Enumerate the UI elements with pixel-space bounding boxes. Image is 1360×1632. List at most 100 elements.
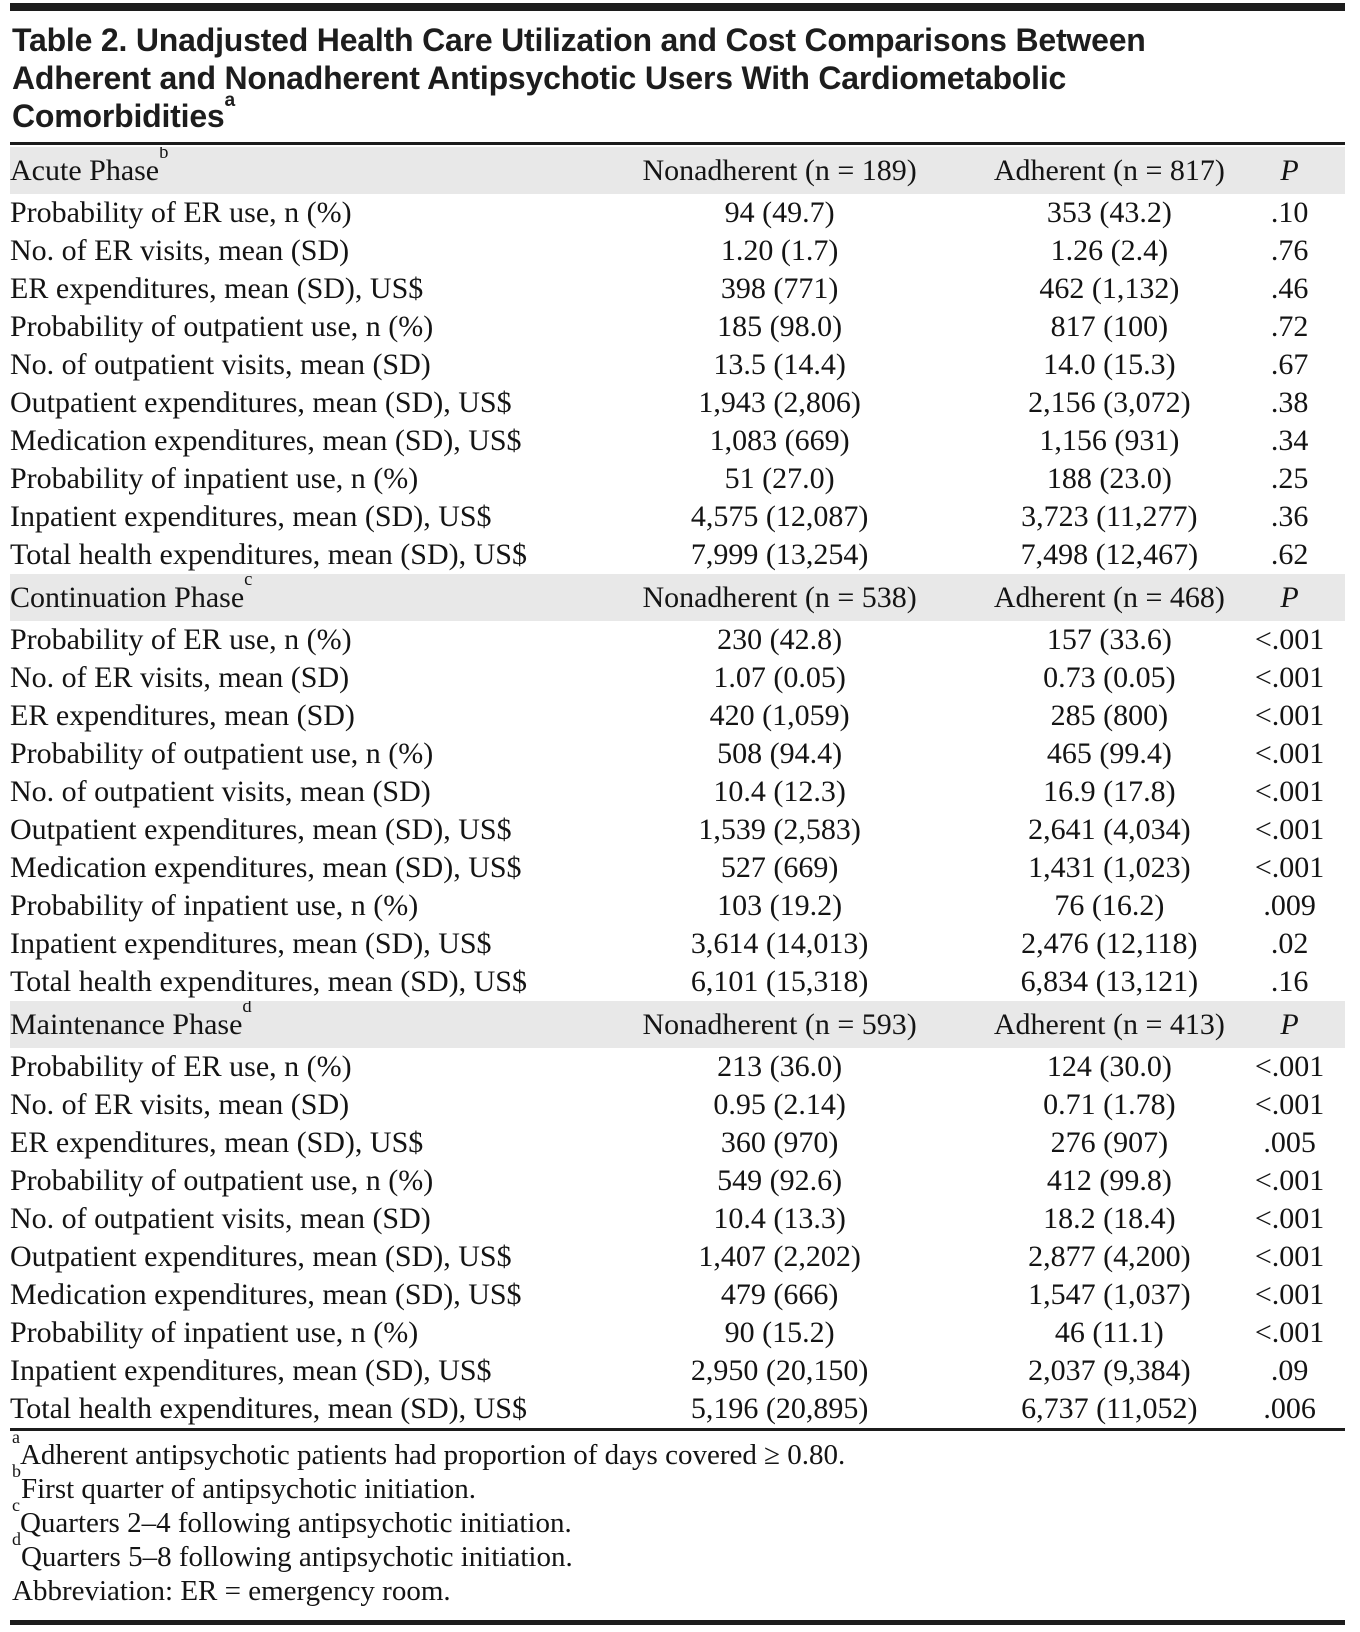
p-value: .006 [1263,1392,1316,1425]
table-row: ER expenditures, mean (SD), US$ 360 (970)… [10,1124,1345,1162]
table-row: Outpatient expenditures, mean (SD), US$ 1… [10,1238,1345,1276]
adherent-value: 1.26 (2.4) [1050,234,1169,267]
nonadherent-value: 1,083 (669) [709,424,850,457]
nonadherent-value: 549 (92.6) [717,1164,843,1197]
nonadherent-value: 0.95 (2.14) [713,1088,846,1121]
footnote: Abbreviation: ER = emergency room. [12,1574,1345,1608]
footnote: bFirst quarter of antipsychotic initiati… [12,1462,1345,1506]
p-value: <.001 [1254,1164,1325,1197]
footnote-text: Quarters 2–4 following antipsychotic ini… [19,1507,572,1539]
row-label: Probability of inpatient use, n (%) [10,889,419,922]
adherent-value: 14.0 (15.3) [1043,348,1176,381]
p-value: .10 [1270,196,1309,229]
nonadherent-value: 230 (42.8) [717,623,843,656]
row-label: Probability of outpatient use, n (%) [10,1164,434,1197]
section-superscript: d [242,1001,252,1018]
table-row: No. of ER visits, mean (SD) 0.95 (2.14) 0.… [10,1086,1345,1124]
table-row: Probability of ER use, n (%) 94 (49.7) 353… [10,194,1345,232]
table-row: Probability of ER use, n (%) 230 (42.8) 15… [10,621,1345,659]
nonadherent-value: 185 (98.0) [717,310,843,343]
section-name: Continuation Phase [10,580,245,614]
nonadherent-value: 213 (36.0) [717,1050,843,1083]
row-label: Probability of ER use, n (%) [10,623,352,656]
row-label: Inpatient expenditures, mean (SD), US$ [10,1354,492,1387]
table-row: ER expenditures, mean (SD), US$ 398 (771)… [10,270,1345,308]
p-value: <.001 [1254,1240,1325,1273]
row-label: Medication expenditures, mean (SD), US$ [10,424,522,457]
p-value: .09 [1270,1354,1309,1387]
section-superscript: b [159,147,169,164]
table-row: Probability of inpatient use, n (%) 103 (… [10,887,1345,925]
p-value: .72 [1270,310,1309,343]
p-value: <.001 [1254,1316,1325,1349]
p-value: .76 [1270,234,1309,267]
adherent-value: 2,476 (12,118) [1021,927,1198,960]
section-title: Acute Phaseb [10,147,575,194]
title-line-3-text: Comorbidities [12,98,225,134]
nonadherent-value: 103 (19.2) [717,889,843,922]
p-value: .005 [1263,1126,1316,1159]
row-label: Probability of outpatient use, n (%) [10,737,434,770]
column-header-adherent: Adherent (n = 468) [984,574,1235,621]
row-label: Probability of inpatient use, n (%) [10,1316,419,1349]
table-row: Probability of inpatient use, n (%) 90 (1… [10,1314,1345,1352]
section-header-row: Continuation Phasec Nonadherent (n = 538)… [10,574,1345,621]
section-header-row: Acute Phaseb Nonadherent (n = 189) Adheren… [10,147,1345,194]
p-value: .02 [1270,927,1309,960]
p-value: <.001 [1254,1050,1325,1083]
nonadherent-value: 5,196 (20,895) [690,1392,869,1425]
bottom-rule [10,1620,1345,1625]
footnotes: aAdherent antipsychotic patients had pro… [12,1428,1345,1608]
p-value: .62 [1270,538,1309,571]
p-value: .25 [1270,462,1309,495]
row-label: Total health expenditures, mean (SD), US… [10,538,527,571]
nonadherent-value: 1,407 (2,202) [698,1240,861,1273]
table-row: Total health expenditures, mean (SD), US… [10,1390,1345,1428]
row-label: No. of ER visits, mean (SD) [10,1088,350,1121]
row-label: ER expenditures, mean (SD) [10,699,355,732]
adherent-value: 6,737 (11,052) [1021,1392,1198,1425]
row-label: Medication expenditures, mean (SD), US$ [10,851,522,884]
nonadherent-value: 10.4 (13.3) [713,1202,846,1235]
row-label: Inpatient expenditures, mean (SD), US$ [10,927,492,960]
p-value: <.001 [1254,699,1325,732]
p-value: <.001 [1254,623,1325,656]
title-line-1: Table 2. Unadjusted Health Care Utilizat… [12,22,1146,58]
row-label: ER expenditures, mean (SD), US$ [10,1126,424,1159]
title-divider [10,142,1345,145]
top-rule [10,3,1345,11]
section-title: Continuation Phasec [10,574,575,621]
adherent-value: 3,723 (11,277) [1021,500,1198,533]
table-row: Inpatient expenditures, mean (SD), US$ 2,… [10,1352,1345,1390]
table-row: No. of outpatient visits, mean (SD) 10.4 … [10,1200,1345,1238]
adherent-value: 817 (100) [1050,310,1169,343]
adherent-value: 0.73 (0.05) [1043,661,1176,694]
nonadherent-value: 6,101 (15,318) [690,965,869,998]
footnote-text: Quarters 5–8 following antipsychotic ini… [20,1541,573,1573]
row-label: Probability of ER use, n (%) [10,196,352,229]
adherent-value: 157 (33.6) [1046,623,1172,656]
title-line-2: Adherent and Nonadherent Antipsychotic U… [12,60,1067,96]
column-header-nonadherent: Nonadherent (n = 593) [574,1001,985,1048]
section-superscript: c [244,574,253,591]
table-row: Medication expenditures, mean (SD), US$ 1… [10,422,1345,460]
nonadherent-value: 3,614 (14,013) [690,927,869,960]
footnote: aAdherent antipsychotic patients had pro… [12,1428,1345,1472]
nonadherent-value: 94 (49.7) [724,196,835,229]
table-row: Probability of inpatient use, n (%) 51 (2… [10,460,1345,498]
table-row: Outpatient expenditures, mean (SD), US$ 1… [10,811,1345,849]
nonadherent-value: 10.4 (12.3) [713,775,846,808]
adherent-value: 0.71 (1.78) [1043,1088,1176,1121]
row-label: Probability of inpatient use, n (%) [10,462,419,495]
p-value: .67 [1270,348,1309,381]
row-label: Total health expenditures, mean (SD), US… [10,965,527,998]
nonadherent-value: 13.5 (14.4) [713,348,846,381]
p-value: <.001 [1254,1278,1325,1311]
p-value: <.001 [1254,775,1325,808]
row-label: Outpatient expenditures, mean (SD), US$ [10,813,512,846]
table-row: Probability of outpatient use, n (%) 185 … [10,308,1345,346]
adherent-value: 285 (800) [1050,699,1169,732]
table-row: Probability of ER use, n (%) 213 (36.0) 12… [10,1048,1345,1086]
table-bottom-divider [10,1428,1345,1431]
